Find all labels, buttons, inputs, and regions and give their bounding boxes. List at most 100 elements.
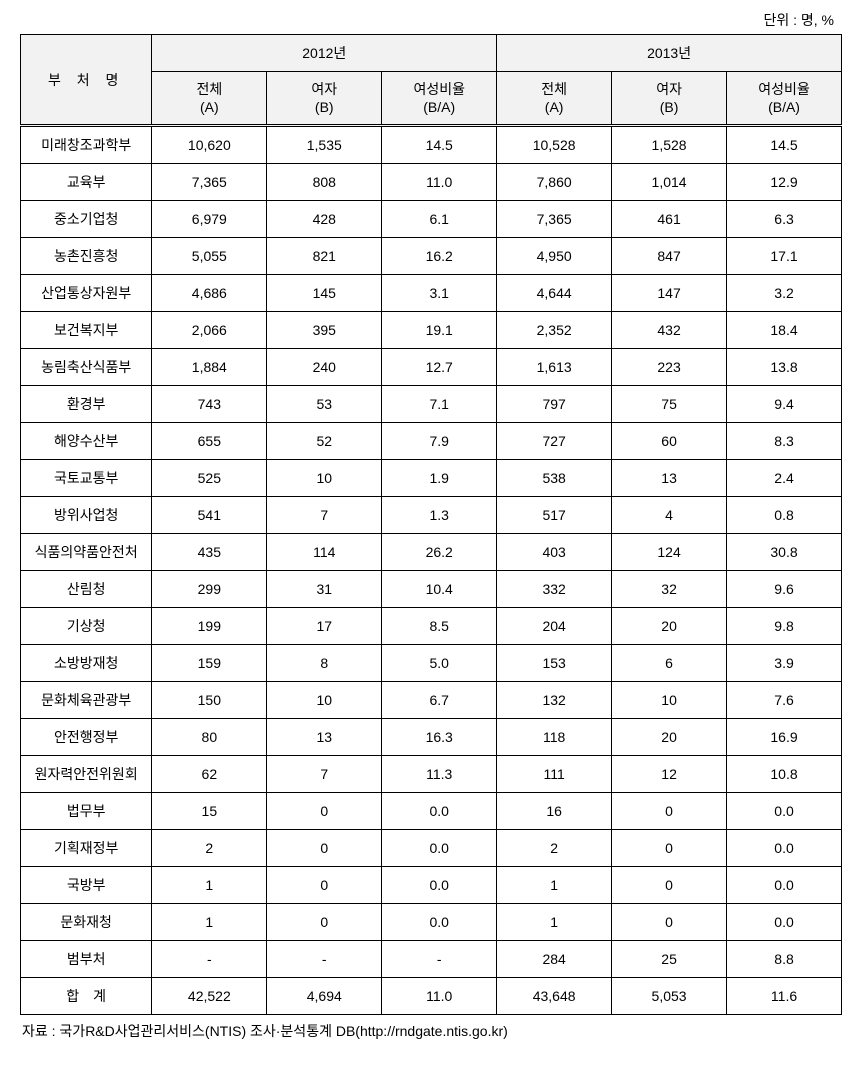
cell-y2_fem: 75: [612, 386, 727, 423]
cell-y2_total: 10,528: [497, 126, 612, 164]
cell-y2_total: 403: [497, 534, 612, 571]
cell-y2_ratio: 3.2: [727, 275, 842, 312]
cell-y2_fem: 0: [612, 830, 727, 867]
cell-y2_ratio: 6.3: [727, 201, 842, 238]
cell-y2_ratio: 8.3: [727, 423, 842, 460]
cell-y1_total: 2,066: [152, 312, 267, 349]
cell-y1_total: 541: [152, 497, 267, 534]
cell-y1_total: 1,884: [152, 349, 267, 386]
cell-dept: 농림축산식품부: [21, 349, 152, 386]
header-y1-female: 여자 (B): [267, 72, 382, 126]
cell-dept: 기상청: [21, 608, 152, 645]
cell-y1_ratio: 11.0: [382, 978, 497, 1015]
cell-y2_fem: 12: [612, 756, 727, 793]
cell-y2_total: 538: [497, 460, 612, 497]
table-body: 미래창조과학부10,6201,53514.510,5281,52814.5교육부…: [21, 126, 842, 1015]
cell-y1_ratio: 6.1: [382, 201, 497, 238]
table-row: 국토교통부525101.9538132.4: [21, 460, 842, 497]
cell-dept: 국토교통부: [21, 460, 152, 497]
cell-y2_ratio: 9.4: [727, 386, 842, 423]
cell-y2_ratio: 13.8: [727, 349, 842, 386]
header-y1-total: 전체 (A): [152, 72, 267, 126]
table-row: 안전행정부801316.31182016.9: [21, 719, 842, 756]
cell-y1_ratio: 8.5: [382, 608, 497, 645]
cell-y1_total: 5,055: [152, 238, 267, 275]
cell-y2_fem: 20: [612, 608, 727, 645]
cell-y2_total: 204: [497, 608, 612, 645]
cell-y2_fem: 20: [612, 719, 727, 756]
header-label: (B/A): [731, 98, 837, 116]
cell-dept: 국방부: [21, 867, 152, 904]
cell-y1_ratio: 19.1: [382, 312, 497, 349]
cell-y1_fem: -: [267, 941, 382, 978]
cell-y1_ratio: 11.0: [382, 164, 497, 201]
header-year2: 2013년: [497, 35, 842, 72]
cell-y1_total: 10,620: [152, 126, 267, 164]
table-row: 보건복지부2,06639519.12,35243218.4: [21, 312, 842, 349]
header-label: (A): [156, 98, 262, 116]
cell-y1_fem: 428: [267, 201, 382, 238]
cell-y2_fem: 147: [612, 275, 727, 312]
data-table: 부 처 명 2012년 2013년 전체 (A) 여자 (B) 여성비율 (B/…: [20, 34, 842, 1015]
cell-y2_fem: 10: [612, 682, 727, 719]
cell-y2_fem: 461: [612, 201, 727, 238]
cell-dept: 안전행정부: [21, 719, 152, 756]
table-row: 법무부1500.01600.0: [21, 793, 842, 830]
header-y2-ratio: 여성비율 (B/A): [727, 72, 842, 126]
header-y2-female: 여자 (B): [612, 72, 727, 126]
cell-y1_fem: 145: [267, 275, 382, 312]
cell-y1_ratio: 0.0: [382, 830, 497, 867]
header-label: 여자: [616, 80, 722, 98]
table-row: 원자력안전위원회62711.31111210.8: [21, 756, 842, 793]
cell-dept: 교육부: [21, 164, 152, 201]
cell-y2_total: 517: [497, 497, 612, 534]
header-y1-ratio: 여성비율 (B/A): [382, 72, 497, 126]
cell-y1_ratio: 7.9: [382, 423, 497, 460]
cell-y1_ratio: 26.2: [382, 534, 497, 571]
unit-label: 단위 : 명, %: [20, 10, 842, 30]
cell-y2_fem: 1,528: [612, 126, 727, 164]
cell-y2_total: 2: [497, 830, 612, 867]
cell-y2_fem: 25: [612, 941, 727, 978]
cell-y1_fem: 808: [267, 164, 382, 201]
table-row: 농림축산식품부1,88424012.71,61322313.8: [21, 349, 842, 386]
cell-dept: 미래창조과학부: [21, 126, 152, 164]
cell-y1_total: 7,365: [152, 164, 267, 201]
table-row: 소방방재청15985.015363.9: [21, 645, 842, 682]
cell-y2_fem: 1,014: [612, 164, 727, 201]
cell-y1_total: -: [152, 941, 267, 978]
table-row: 산업통상자원부4,6861453.14,6441473.2: [21, 275, 842, 312]
cell-y1_fem: 395: [267, 312, 382, 349]
table-row: 범부처---284258.8: [21, 941, 842, 978]
cell-y2_total: 153: [497, 645, 612, 682]
cell-y1_fem: 0: [267, 793, 382, 830]
cell-dept: 농촌진흥청: [21, 238, 152, 275]
cell-y1_fem: 0: [267, 904, 382, 941]
cell-y2_total: 1: [497, 867, 612, 904]
table-row: 식품의약품안전처43511426.240312430.8: [21, 534, 842, 571]
cell-y1_fem: 0: [267, 867, 382, 904]
cell-y2_total: 118: [497, 719, 612, 756]
cell-y1_ratio: 7.1: [382, 386, 497, 423]
cell-y2_fem: 32: [612, 571, 727, 608]
cell-dept: 범부처: [21, 941, 152, 978]
cell-y1_total: 1: [152, 904, 267, 941]
cell-y1_total: 6,979: [152, 201, 267, 238]
table-row: 국방부100.0100.0: [21, 867, 842, 904]
cell-y2_fem: 0: [612, 904, 727, 941]
cell-y2_total: 727: [497, 423, 612, 460]
cell-y2_total: 7,860: [497, 164, 612, 201]
cell-y1_fem: 1,535: [267, 126, 382, 164]
table-row: 기획재정부200.0200.0: [21, 830, 842, 867]
cell-y2_ratio: 17.1: [727, 238, 842, 275]
table-row: 기상청199178.5204209.8: [21, 608, 842, 645]
cell-y1_total: 743: [152, 386, 267, 423]
header-label: (B): [271, 98, 377, 116]
cell-y1_ratio: 16.3: [382, 719, 497, 756]
table-row: 합 계42,5224,69411.043,6485,05311.6: [21, 978, 842, 1015]
cell-y2_total: 4,644: [497, 275, 612, 312]
header-label: (A): [501, 98, 607, 116]
cell-y1_ratio: 12.7: [382, 349, 497, 386]
table-row: 문화재청100.0100.0: [21, 904, 842, 941]
cell-y2_fem: 847: [612, 238, 727, 275]
